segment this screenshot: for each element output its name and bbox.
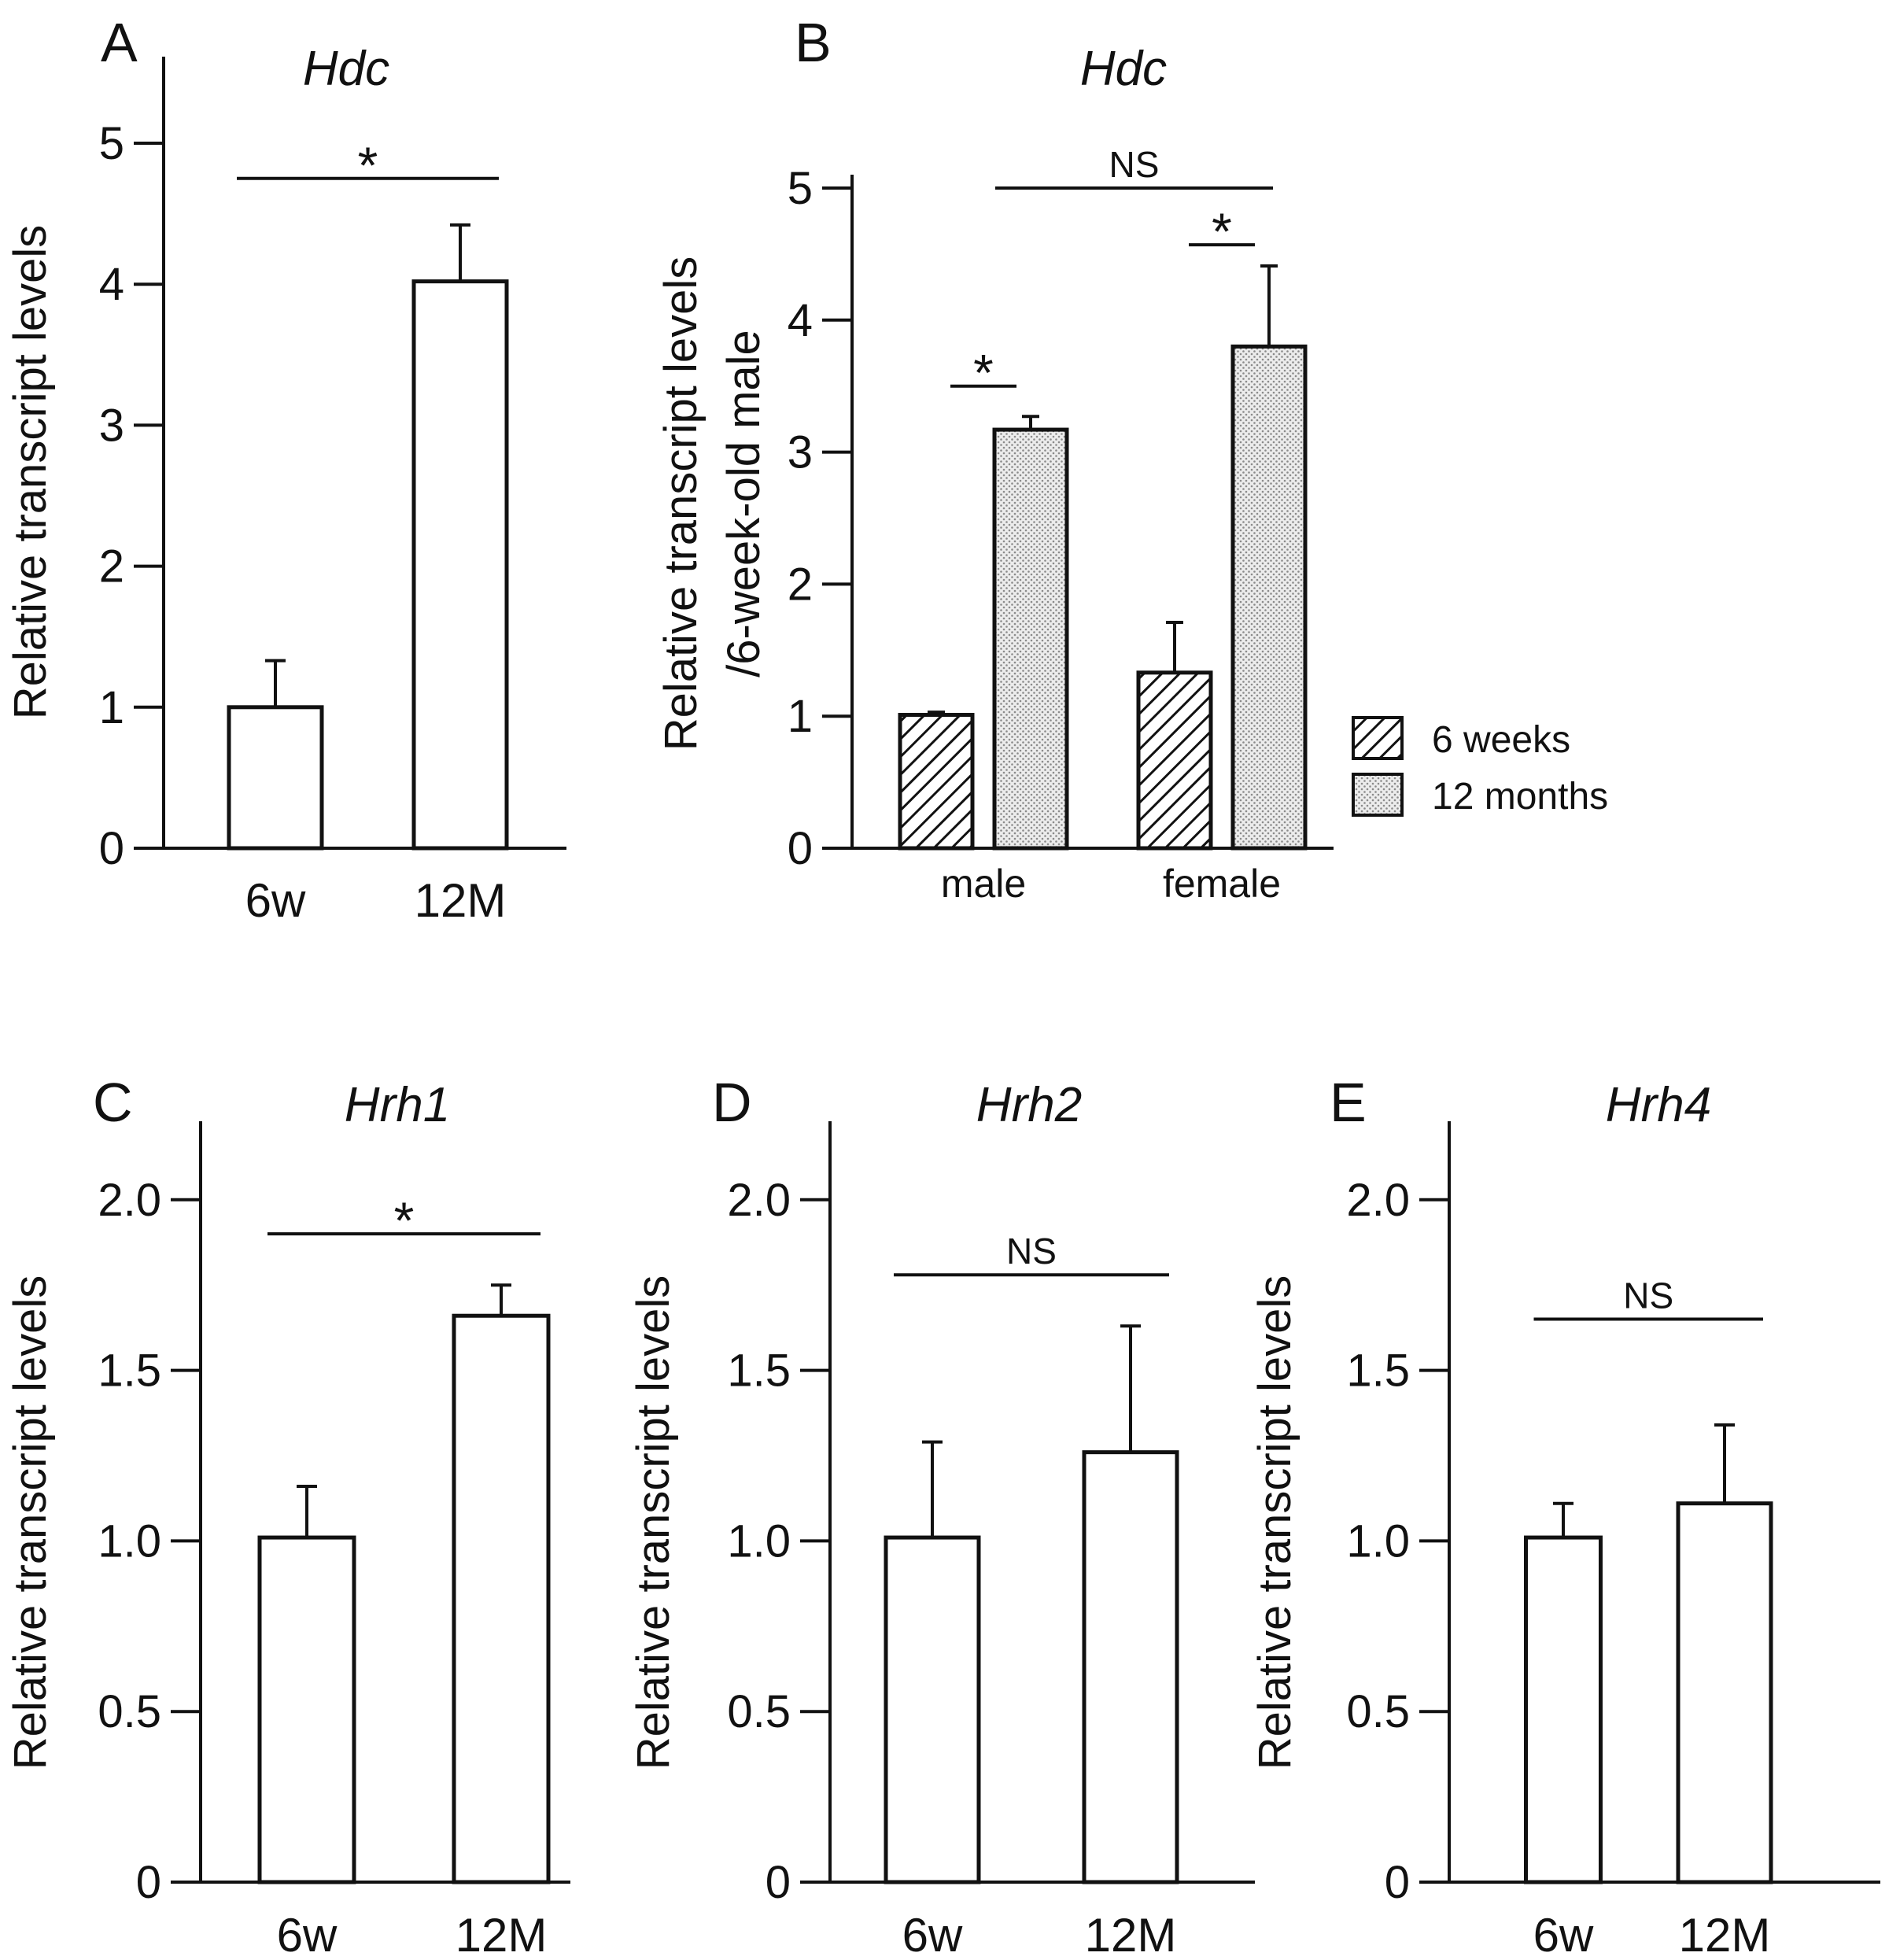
y-tick-label: 3 — [99, 400, 124, 451]
y-tick-label: 0 — [99, 823, 124, 874]
x-tick-label: 12M — [456, 1909, 548, 1960]
y-tick-label: 1 — [788, 691, 813, 742]
x-tick-label: 6w — [245, 874, 306, 927]
plot-area: 0 0.5 1.0 1.5 2.0 NS — [727, 1121, 1255, 1908]
y-axis-label: Relative transcript levels — [5, 225, 56, 720]
x-tick-label: 12M — [1679, 1909, 1771, 1960]
plot-area: 0 1 2 3 4 5 * * NS — [788, 144, 1334, 874]
legend-label: 12 months — [1432, 776, 1608, 818]
y-axis-label: Relative transcript levels — [628, 1275, 679, 1770]
y-tick-label: 1.5 — [727, 1345, 791, 1397]
bar — [898, 713, 975, 851]
legend-swatch-hatch — [1352, 716, 1404, 760]
bar — [884, 1535, 981, 1884]
x-tick-label: male — [941, 862, 1026, 906]
y-tick-label: 0 — [1385, 1857, 1410, 1908]
y-axis-label: Relative transcript levels — [1249, 1275, 1300, 1770]
y-tick-label: 3 — [788, 427, 813, 478]
y-tick-label: 0.5 — [727, 1686, 791, 1737]
bar — [257, 1535, 356, 1884]
plot-area: 0 0.5 1.0 1.5 2.0 * — [98, 1121, 570, 1908]
y-axis-label: Relative transcript levels — [655, 257, 707, 751]
significance-label: * — [973, 344, 994, 402]
bar — [1136, 670, 1213, 851]
panel-letter: B — [795, 12, 832, 73]
significance-label: NS — [1623, 1275, 1673, 1316]
y-tick-label: 5 — [788, 163, 813, 214]
legend: 6 weeks 12 months — [1352, 716, 1608, 818]
y-tick-label: 1.0 — [1346, 1515, 1410, 1567]
x-tick-label: female — [1163, 862, 1281, 906]
y-tick-label: 0 — [136, 1857, 161, 1908]
bar — [411, 279, 509, 851]
bar — [1230, 344, 1308, 851]
significance-label: * — [358, 136, 378, 194]
y-tick-label: 2.0 — [727, 1175, 791, 1226]
plot-area: 0 0.5 1.0 1.5 2.0 NS — [1346, 1121, 1880, 1908]
bar — [992, 427, 1069, 851]
legend-swatch-dots — [1352, 773, 1404, 817]
panel-e: E Hrh4 Relative transcript levels 0 0.5 1.… — [1249, 1072, 1880, 1960]
y-tick-label: 5 — [99, 118, 124, 169]
y-tick-label: 2 — [99, 541, 124, 592]
y-tick-label: 0 — [788, 823, 813, 874]
chart-title: Hdc — [303, 42, 389, 96]
x-tick-label: 6w — [277, 1909, 338, 1960]
y-tick-label: 1.0 — [727, 1515, 791, 1567]
panel-letter: E — [1330, 1072, 1367, 1133]
panel-letter: A — [101, 12, 138, 73]
y-tick-label: 0.5 — [1346, 1686, 1410, 1737]
panel-letter: C — [93, 1072, 133, 1133]
y-tick-label: 0.5 — [98, 1686, 161, 1737]
y-tick-label: 1 — [99, 682, 124, 733]
bar — [1524, 1535, 1603, 1884]
y-tick-label: 1.0 — [98, 1515, 161, 1567]
bar — [227, 705, 324, 851]
y-tick-label: 2.0 — [98, 1175, 161, 1226]
panel-c: C Hrh1 Relative transcript levels 0 0.5 1.… — [5, 1072, 570, 1960]
x-tick-label: 12M — [1085, 1909, 1177, 1960]
y-tick-label: 4 — [99, 259, 124, 310]
y-tick-label: 1.5 — [98, 1345, 161, 1397]
y-tick-label: 2.0 — [1346, 1175, 1410, 1226]
chart-title: Hrh4 — [1606, 1078, 1711, 1132]
panel-b: B Hdc Relative transcript levels /6-week… — [655, 12, 1608, 906]
significance-label: NS — [1006, 1231, 1057, 1272]
bar — [1676, 1501, 1773, 1884]
x-tick-label: 12M — [415, 874, 507, 927]
y-tick-label: 4 — [788, 295, 813, 346]
panel-letter: D — [712, 1072, 752, 1133]
legend-label: 6 weeks — [1432, 719, 1570, 761]
panel-d: D Hrh2 Relative transcript levels 0 0.5 1.… — [628, 1072, 1255, 1960]
panel-a: A Hdc Relative transcript levels 0 1 2 3 4 5 *… — [5, 12, 566, 927]
y-axis-label: Relative transcript levels — [5, 1275, 56, 1770]
y-tick-label: 1.5 — [1346, 1345, 1410, 1397]
plot-area: 0 1 2 3 4 5 * — [99, 57, 566, 874]
chart-title: Hrh2 — [976, 1078, 1082, 1132]
x-tick-label: 6w — [1533, 1909, 1594, 1960]
bar — [1082, 1450, 1179, 1884]
y-tick-label: 0 — [766, 1857, 791, 1908]
significance-label: * — [1212, 202, 1232, 260]
y-axis-label-line2: /6-week-old male — [718, 330, 769, 677]
chart-title: Hdc — [1080, 42, 1167, 96]
chart-title: Hrh1 — [345, 1078, 450, 1132]
x-tick-label: 6w — [902, 1909, 963, 1960]
y-tick-label: 2 — [788, 559, 813, 610]
significance-label: NS — [1109, 144, 1160, 185]
significance-label: * — [394, 1191, 415, 1249]
bar — [452, 1313, 551, 1884]
